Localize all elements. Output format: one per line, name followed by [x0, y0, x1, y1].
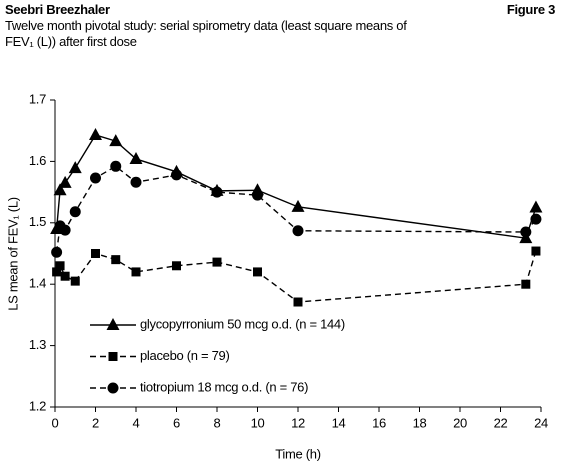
y-tick-label: 1.4 — [29, 276, 46, 291]
x-tick-label: 0 — [52, 415, 59, 430]
x-tick-label: 8 — [214, 415, 221, 430]
legend-label: glycopyrronium 50 mcg o.d. (n = 144) — [140, 316, 345, 331]
y-tick-label: 1.5 — [29, 214, 46, 229]
y-tick-label: 1.2 — [29, 398, 46, 413]
y-tick-label: 1.6 — [29, 153, 46, 168]
marker — [172, 261, 181, 271]
y-tick-label: 1.3 — [29, 337, 46, 352]
marker — [55, 261, 65, 271]
marker — [58, 175, 72, 188]
marker — [52, 267, 62, 277]
legend-label: tiotropium 18 mcg o.d. (n = 76) — [140, 379, 308, 394]
x-tick-label: 20 — [453, 415, 467, 430]
marker — [60, 271, 70, 281]
chart-subtitle: Twelve month pivotal study: serial spiro… — [5, 18, 407, 49]
marker — [530, 213, 542, 225]
marker — [111, 255, 121, 265]
x-tick-label: 10 — [251, 415, 265, 430]
marker — [59, 224, 71, 236]
legend-marker — [106, 318, 120, 330]
marker — [292, 225, 304, 237]
x-tick-label: 22 — [494, 415, 508, 430]
marker — [131, 267, 141, 277]
marker — [53, 183, 67, 196]
x-tick-label: 2 — [92, 415, 99, 430]
x-tick-label: 16 — [372, 415, 386, 430]
marker — [211, 186, 223, 198]
x-axis-label: Time (h) — [275, 446, 321, 461]
marker — [69, 206, 81, 218]
chart-title: Seebri Breezhaler — [5, 2, 110, 17]
marker — [91, 249, 100, 258]
legend-marker — [107, 382, 119, 394]
figure-label: Figure 3 — [506, 2, 555, 17]
x-tick-label: 18 — [413, 415, 427, 430]
marker — [89, 127, 102, 140]
marker — [129, 151, 143, 164]
legend-marker — [108, 352, 118, 361]
marker — [291, 199, 305, 212]
series-line — [55, 134, 537, 239]
x-tick-label: 14 — [332, 415, 346, 430]
marker — [529, 200, 543, 213]
marker — [109, 134, 123, 147]
x-tick-label: 6 — [173, 415, 180, 430]
marker — [531, 246, 541, 256]
marker — [110, 160, 122, 172]
marker — [253, 267, 262, 277]
x-tick-label: 24 — [534, 415, 548, 430]
marker — [293, 297, 303, 307]
legend-label: placebo (n = 79) — [140, 348, 230, 363]
marker — [252, 189, 263, 201]
y-tick-label: 1.7 — [29, 91, 46, 106]
x-tick-label: 4 — [133, 415, 140, 430]
marker — [70, 276, 80, 286]
x-tick-label: 12 — [291, 415, 305, 430]
marker — [51, 246, 63, 258]
marker — [68, 161, 82, 174]
marker — [212, 257, 222, 267]
series-line — [56, 250, 537, 303]
marker — [90, 172, 101, 184]
marker — [520, 226, 532, 238]
marker — [521, 279, 531, 289]
marker — [171, 169, 182, 181]
header: Seebri Breezhaler Figure 3 Twelve month … — [5, 2, 557, 50]
marker — [130, 176, 142, 188]
y-axis-label: LS mean of FEV₁ (L) — [5, 197, 20, 311]
